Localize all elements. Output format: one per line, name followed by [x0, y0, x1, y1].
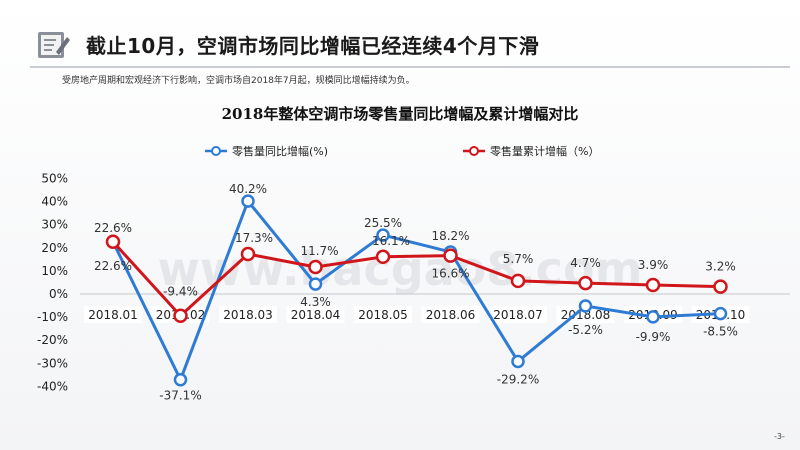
data-point	[645, 277, 661, 293]
y-tick-label: -20%	[37, 333, 68, 347]
data-label: 18.2%	[431, 229, 469, 243]
data-point	[308, 277, 323, 291]
data-label: 22.6%	[94, 221, 132, 235]
data-label: 16.6%	[431, 267, 469, 281]
data-point	[173, 372, 188, 387]
data-label: 22.6%	[94, 259, 132, 273]
data-label: 40.2%	[229, 182, 267, 196]
data-label: 4.7%	[570, 256, 601, 270]
y-tick-label: 20%	[41, 241, 68, 255]
category-label: 2018.08	[561, 308, 611, 322]
legend-label: 零售量累计增幅（%）	[490, 144, 599, 158]
category-label-bg	[84, 306, 142, 323]
category-label-bg	[489, 306, 547, 323]
data-point	[173, 308, 188, 323]
y-tick-label: 50%	[41, 172, 68, 186]
y-tick-label: -10%	[37, 310, 68, 324]
data-point	[713, 279, 728, 294]
data-point	[240, 246, 256, 262]
y-tick-label: 40%	[41, 195, 68, 209]
chart-title: 2018年整体空调市场零售量同比增幅及累计增幅对比	[221, 105, 579, 123]
data-point	[578, 299, 593, 313]
data-label: 3.9%	[638, 258, 669, 272]
data-point	[646, 310, 660, 324]
data-point	[375, 249, 391, 265]
data-point	[443, 248, 458, 263]
data-label: 5.7%	[503, 252, 534, 266]
notepad-pencil-icon	[38, 32, 70, 58]
slide-subtitle: 受房地产周期和宏观经济下行影响，空调市场自2018年7月起，规模同比增幅持续为负…	[62, 76, 415, 86]
data-point	[578, 275, 593, 291]
data-label: 11.7%	[300, 244, 338, 258]
category-label: 2018.05	[358, 308, 408, 322]
series-line	[111, 199, 721, 382]
category-label-bg	[421, 306, 480, 323]
category-label: 2018.03	[223, 308, 273, 322]
data-label: 17.3%	[235, 231, 273, 245]
data-label: -5.2%	[568, 323, 603, 337]
data-label: 16.1%	[372, 234, 410, 248]
data-label: -9.4%	[163, 285, 198, 299]
legend-label: 零售量同比增幅(%)	[232, 144, 328, 158]
legend-marker	[469, 146, 479, 156]
y-tick-label: -30%	[37, 356, 68, 370]
legend-marker	[211, 146, 221, 156]
y-tick-label: -40%	[37, 379, 68, 393]
page-number: -3-	[774, 432, 785, 441]
data-point	[510, 273, 526, 289]
data-point	[713, 306, 728, 321]
slide-title: 截止10月，空调市场同比增幅已经连续4个月下滑	[86, 34, 540, 58]
slide-header: 截止10月，空调市场同比增幅已经连续4个月下滑	[0, 0, 800, 66]
data-label: -37.1%	[159, 389, 201, 403]
data-label: -8.5%	[703, 325, 738, 339]
series-line	[111, 240, 721, 318]
data-label: 25.5%	[364, 216, 402, 230]
data-point	[308, 259, 323, 275]
category-label: 2018.06	[426, 308, 476, 322]
category-label-bg	[286, 306, 345, 323]
watermark: www.bacgao8.com	[157, 242, 642, 296]
header-divider	[30, 66, 790, 68]
category-label: 2018.07	[493, 308, 543, 322]
data-point	[241, 194, 255, 208]
y-tick-label: 10%	[41, 264, 68, 278]
category-label-bg	[219, 306, 277, 323]
data-point	[376, 228, 390, 242]
data-label: -9.9%	[636, 330, 671, 344]
data-label: 4.3%	[300, 295, 331, 309]
data-point	[511, 354, 525, 369]
category-label: 2018.01	[88, 308, 138, 322]
data-point	[105, 234, 121, 250]
category-label-bg	[354, 306, 412, 323]
category-label: 2018.04	[291, 308, 341, 322]
y-tick-label: 0%	[49, 287, 68, 301]
data-label: -29.2%	[497, 372, 539, 386]
y-tick-label: 30%	[41, 218, 68, 232]
data-label: 3.2%	[705, 260, 736, 274]
